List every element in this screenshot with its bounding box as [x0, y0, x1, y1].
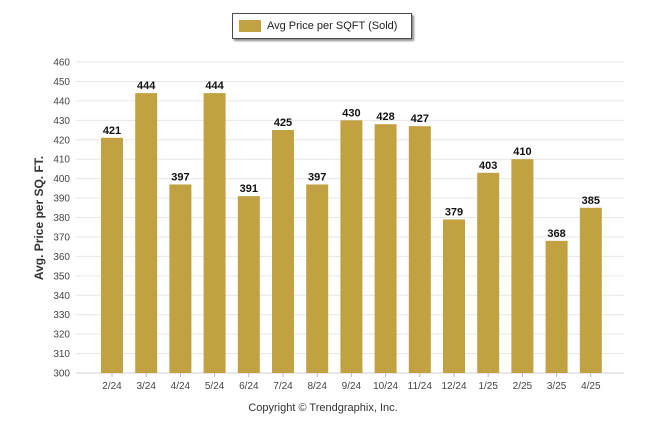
x-tick-label: 3/24: [136, 381, 156, 392]
data-label: 425: [274, 117, 292, 129]
y-tick-label: 320: [53, 330, 70, 341]
y-axis-label: Avg. Price per SQ. FT.: [32, 155, 46, 281]
bar: [135, 93, 158, 373]
x-tick-label: 10/24: [373, 381, 398, 392]
bar: [374, 124, 397, 373]
x-tick-label: 2/25: [513, 381, 533, 392]
bar: [408, 126, 431, 373]
x-tick-label: 12/24: [441, 381, 466, 392]
data-label: 444: [205, 80, 224, 92]
y-tick-label: 300: [53, 369, 70, 380]
y-tick-label: 370: [53, 232, 70, 243]
legend-swatch: [239, 20, 261, 32]
x-tick-label: 5/24: [205, 381, 225, 392]
y-tick-label: 420: [53, 135, 70, 146]
x-tick-label: 4/24: [171, 381, 191, 392]
data-label: 403: [479, 160, 497, 172]
bar: [203, 93, 226, 373]
x-tick-label: 4/25: [581, 381, 601, 392]
bar: [306, 184, 329, 373]
y-tick-label: 430: [53, 116, 70, 127]
bar: [511, 159, 534, 373]
y-tick-label: 450: [53, 77, 70, 88]
x-tick-label: 7/24: [273, 381, 293, 392]
x-tick-label: 11/24: [408, 381, 433, 392]
data-labels: 421 444 397 444 391 425 397 430 428 427 379 403 410 3…: [103, 80, 600, 240]
data-label: 428: [376, 111, 394, 123]
y-tick-label: 360: [53, 252, 70, 263]
y-tick-label: 390: [53, 194, 70, 205]
data-label: 397: [308, 171, 326, 183]
data-label: 421: [103, 125, 121, 137]
bar: [340, 120, 363, 373]
x-tick-label: 1/25: [478, 381, 498, 392]
data-label: 391: [240, 183, 258, 195]
y-tick-label: 400: [53, 174, 70, 185]
bar: [237, 196, 260, 373]
y-axis-ticks: 300 310 320 330 340 350 360 370 380 390 400 410 420 4…: [53, 58, 70, 380]
y-tick-label: 380: [53, 213, 70, 224]
x-tick-label: 9/24: [342, 381, 362, 392]
y-tick-label: 410: [53, 155, 70, 166]
bar: [101, 137, 123, 373]
data-label: 444: [137, 80, 156, 92]
bar: [443, 219, 465, 373]
y-tick-label: 330: [53, 310, 70, 321]
data-label: 427: [411, 113, 429, 125]
bar: [477, 172, 500, 373]
y-tick-label: 460: [53, 58, 70, 69]
legend-label: Avg Price per SQFT (Sold): [267, 20, 398, 32]
x-tick-label: 2/24: [102, 381, 122, 392]
x-axis-ticks: 2/24 3/24 4/24 5/24 6/24 7/24 8/24 9/24 10/24 11/…: [102, 373, 601, 392]
data-label: 397: [171, 171, 189, 183]
y-tick-label: 440: [53, 96, 70, 107]
chart-legend: Avg Price per SQFT (Sold): [232, 13, 412, 39]
x-tick-label: 3/25: [547, 381, 567, 392]
bar: [579, 207, 602, 373]
bar: [545, 240, 568, 373]
data-label: 410: [513, 146, 531, 158]
y-tick-label: 350: [53, 271, 70, 282]
x-tick-label: 6/24: [239, 381, 259, 392]
y-tick-label: 310: [53, 349, 70, 360]
copyright-text: Copyright © Trendgraphix, Inc.: [248, 402, 398, 414]
y-tick-label: 340: [53, 291, 70, 302]
x-tick-label: 8/24: [307, 381, 327, 392]
data-label: 430: [342, 107, 360, 119]
bars: [101, 93, 602, 373]
data-label: 379: [445, 206, 463, 218]
data-label: 368: [547, 228, 565, 240]
data-label: 385: [582, 195, 600, 207]
bar: [169, 184, 192, 373]
bar: [272, 130, 294, 373]
